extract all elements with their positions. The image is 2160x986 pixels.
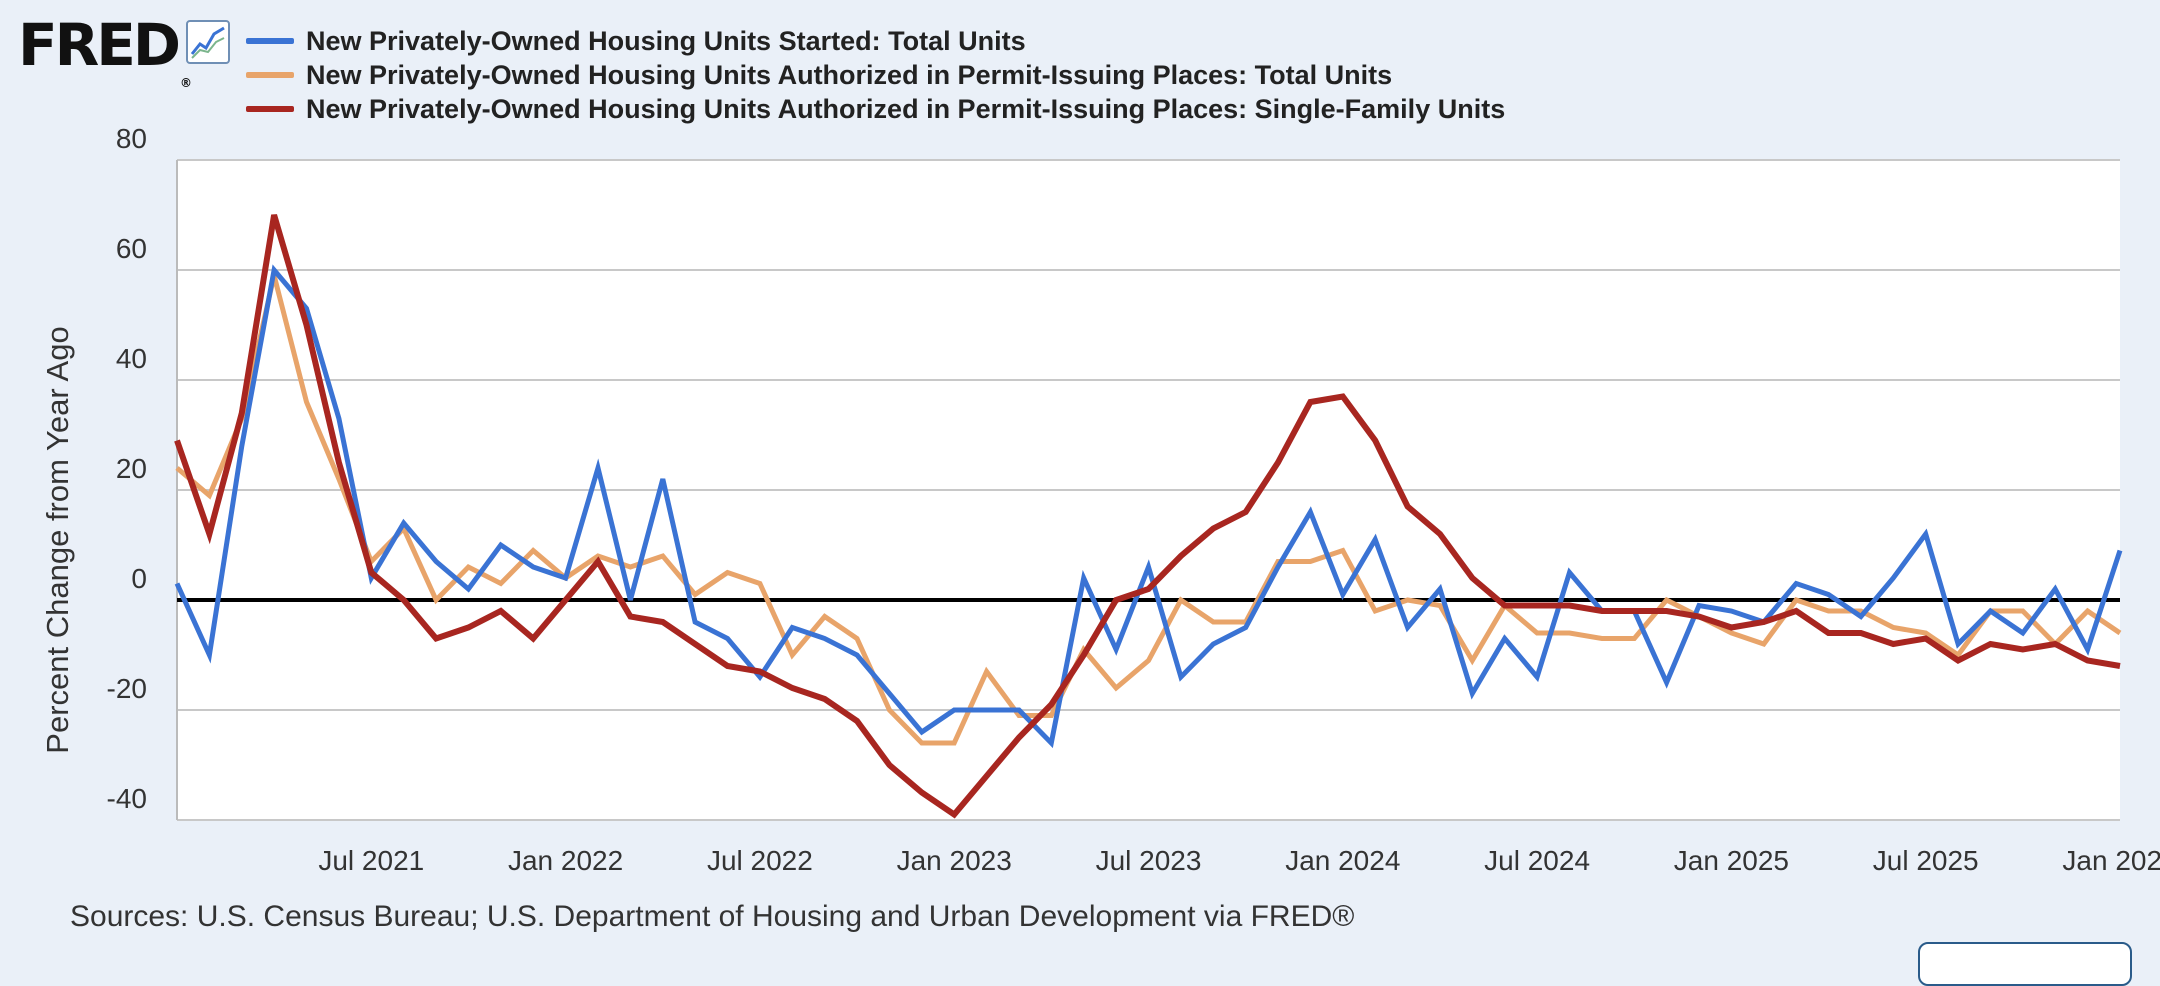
legend-item[interactable]: New Privately-Owned Housing Units Author…	[246, 92, 1505, 126]
partial-link-text[interactable]: ​	[70, 944, 570, 955]
y-tick-label: 20	[116, 453, 147, 484]
x-tick-label: Jul 2025	[1873, 845, 1979, 876]
x-tick-label: Jul 2021	[318, 845, 424, 876]
x-tick-label: Jan 2022	[508, 845, 623, 876]
legend-swatch	[246, 72, 294, 78]
y-tick-label: 60	[116, 233, 147, 264]
partial-button[interactable]	[1918, 942, 2132, 986]
y-tick-label: 40	[116, 343, 147, 374]
series-line-3[interactable]	[174, 214, 2121, 819]
legend-swatch	[246, 38, 294, 44]
chart-legend: New Privately-Owned Housing Units Starte…	[246, 24, 1505, 126]
grid-lines	[176, 159, 2120, 821]
series-line-2[interactable]	[175, 274, 2122, 746]
legend-label: New Privately-Owned Housing Units Starte…	[306, 25, 1026, 56]
x-tick-label: Jul 2022	[707, 845, 813, 876]
x-tick-label: Jan 2023	[897, 845, 1012, 876]
x-tick-label: Jan 2026	[2062, 845, 2160, 876]
legend-item[interactable]: New Privately-Owned Housing Units Author…	[246, 58, 1505, 92]
y-tick-label: 0	[131, 563, 147, 594]
y-tick-label: -20	[107, 673, 147, 704]
legend-swatch	[246, 106, 294, 112]
legend-item[interactable]: New Privately-Owned Housing Units Starte…	[246, 24, 1505, 58]
fred-logo-text: FRED	[18, 11, 181, 79]
legend-label: New Privately-Owned Housing Units Author…	[306, 93, 1506, 124]
sources-note: Sources: U.S. Census Bureau; U.S. Depart…	[70, 900, 1355, 933]
x-tick-label: Jul 2024	[1484, 845, 1590, 876]
x-tick-label: Jan 2025	[1674, 845, 1789, 876]
registered-mark: ®	[180, 76, 193, 90]
x-axis: Jul 2021 Jan 2022 Jul 2022 Jan 2023 Jul 2023…	[318, 845, 2160, 876]
y-axis: -40 -20 0 20 40 60 80	[107, 123, 147, 814]
x-tick-label: Jul 2023	[1096, 845, 1202, 876]
chart-header: FRED® New Privately-Owned Housing Units …	[0, 0, 2160, 140]
fred-logo[interactable]: FRED®	[18, 11, 192, 90]
series-lines	[174, 214, 2123, 819]
series-line-1[interactable]	[174, 264, 2123, 749]
y-tick-label: 80	[116, 123, 147, 154]
x-tick-label: Jan 2024	[1285, 845, 1400, 876]
line-graph-icon	[186, 20, 230, 64]
line-chart[interactable]: -40 -20 0 20 40 60 80 Jul 2021 Jan 2022 Jul 2022…	[0, 0, 2160, 900]
y-tick-label: -40	[107, 783, 147, 814]
legend-label: New Privately-Owned Housing Units Author…	[306, 59, 1393, 90]
